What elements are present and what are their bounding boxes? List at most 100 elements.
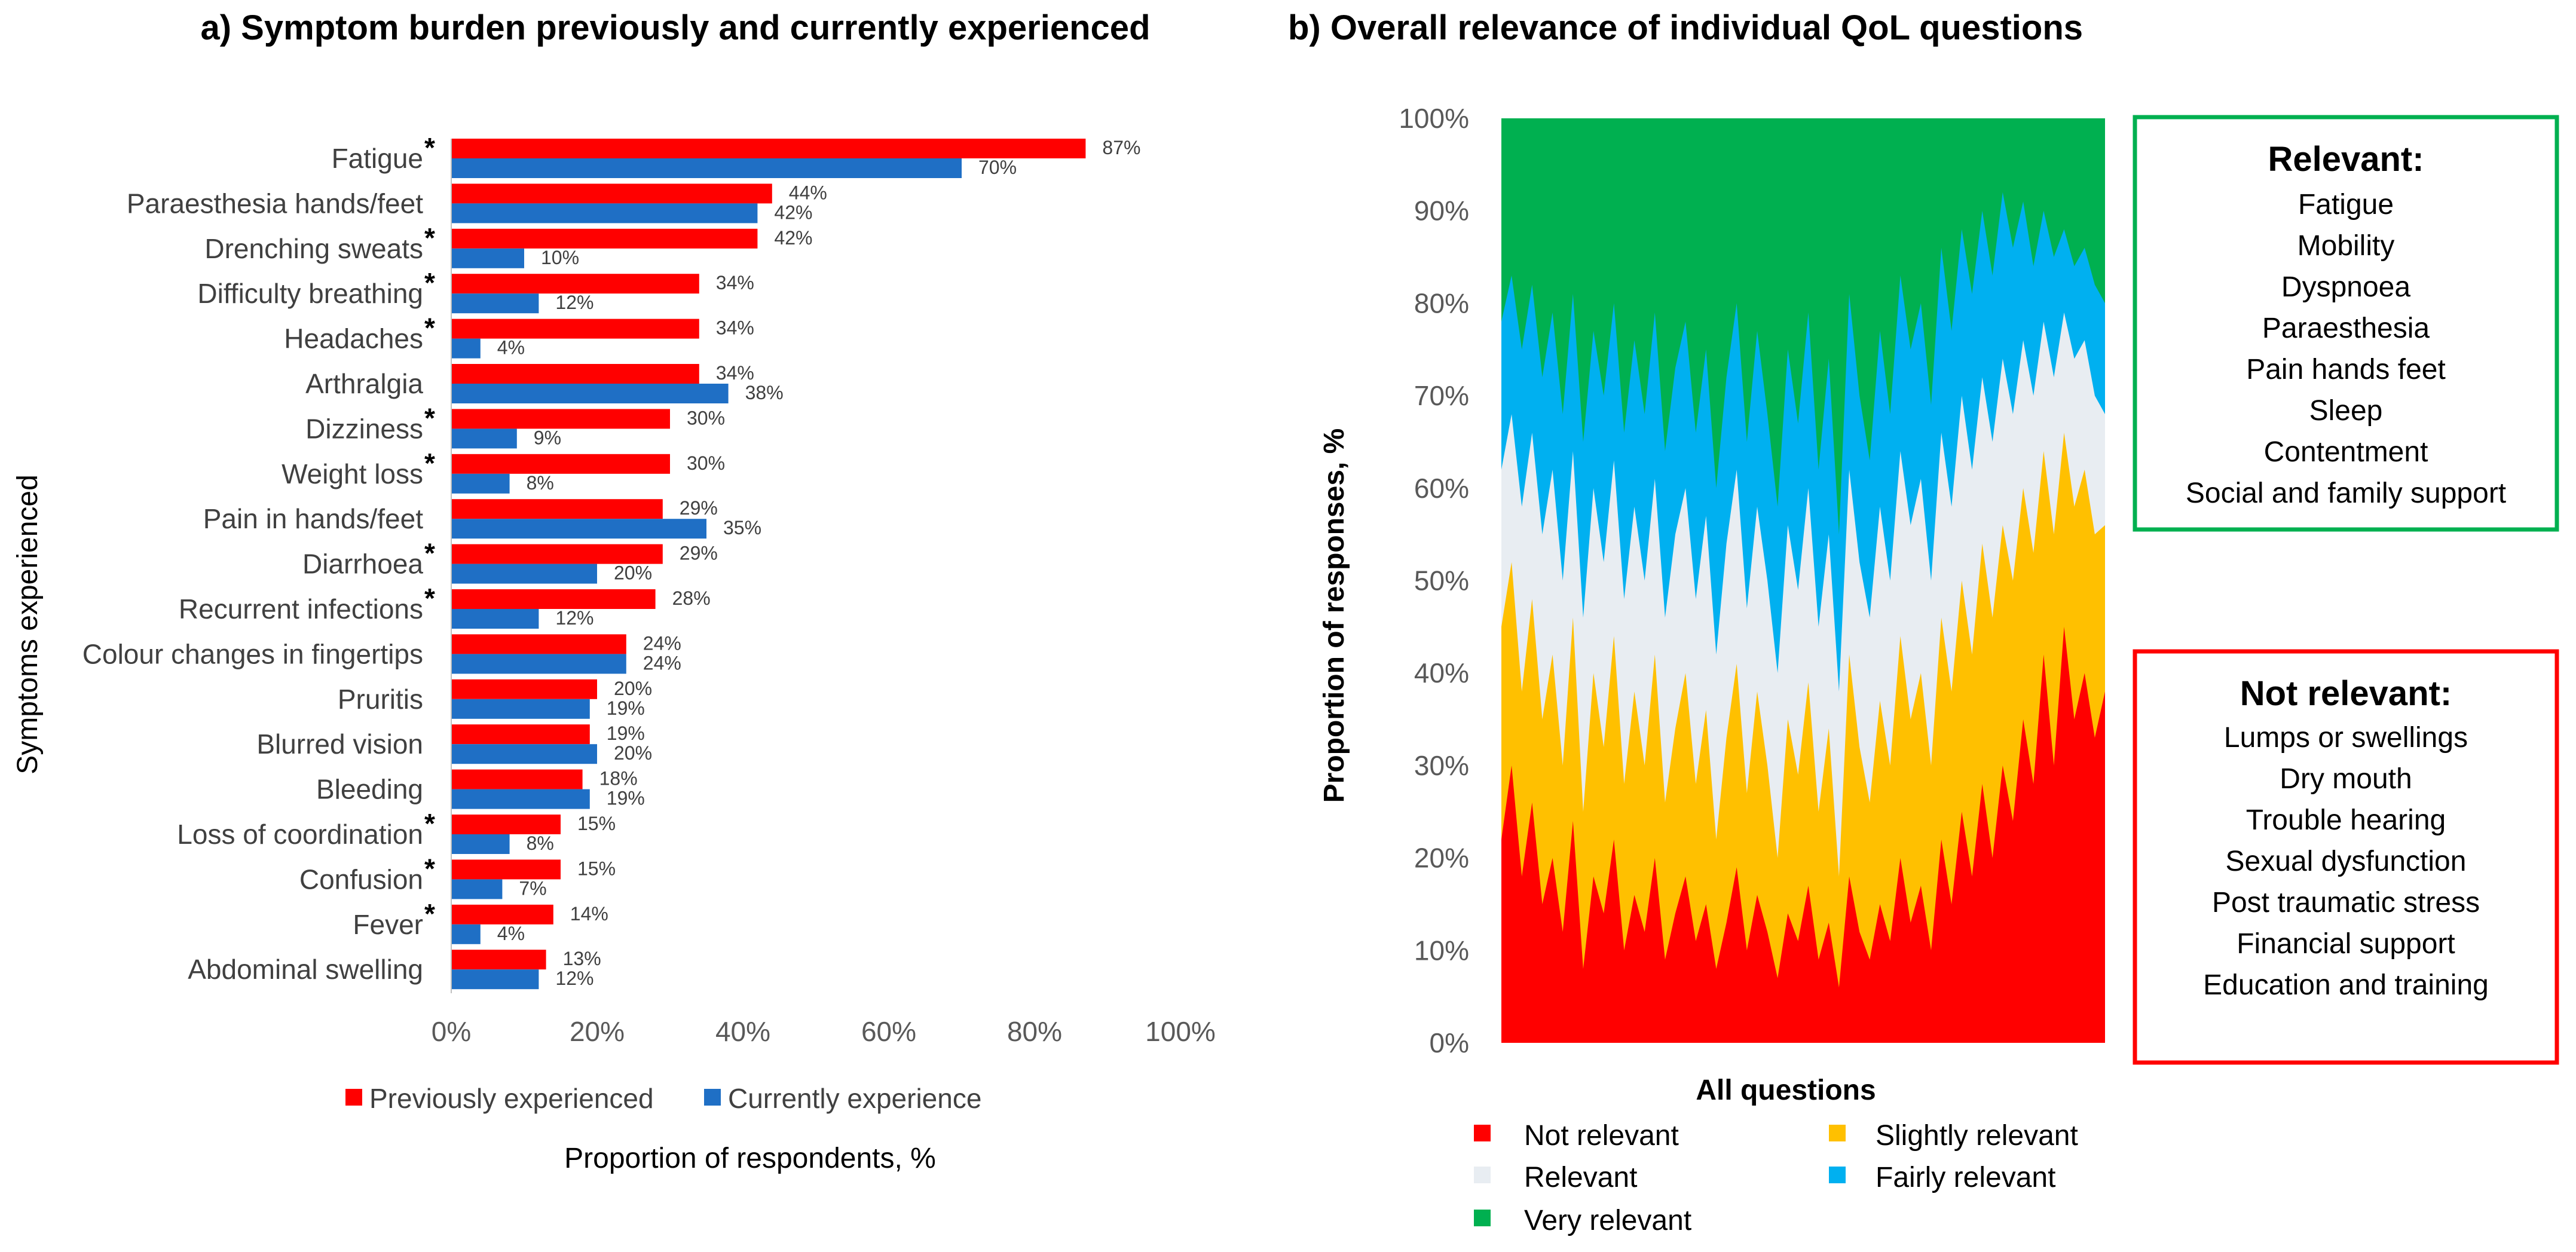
legend-swatch-previously-experienced xyxy=(345,1089,362,1106)
bar-previously-experienced-abdominal-swelling xyxy=(451,950,546,970)
legend-swatch-relevant xyxy=(1474,1167,1491,1183)
legend-label-relevant: Relevant xyxy=(1524,1162,1637,1193)
panel-b-y-axis-title: Proportion of responses, % xyxy=(1318,428,1350,803)
data-label-previously-experienced-fever: 14% xyxy=(570,903,608,925)
bar-currently-experience-paraesthesia-hands-feet xyxy=(451,203,758,224)
category-label-diarrhoea: Diarrhoea xyxy=(302,549,423,580)
box-item-dry-mouth: Dry mouth xyxy=(2280,763,2412,795)
bar-currently-experience-fever xyxy=(451,924,481,944)
x-tick-label: 60% xyxy=(861,1016,916,1047)
category-label-fatigue: Fatigue xyxy=(332,143,423,174)
category-label-abdominal-swelling: Abdominal swelling xyxy=(188,954,423,985)
significance-asterisk: * xyxy=(424,898,435,929)
y-tick-label: 50% xyxy=(1414,565,1469,596)
data-label-previously-experienced-fatigue: 87% xyxy=(1102,137,1140,158)
bar-previously-experienced-fever xyxy=(451,904,553,925)
legend-swatch-not-relevant xyxy=(1474,1125,1491,1141)
data-label-previously-experienced-confusion: 15% xyxy=(577,858,616,879)
significance-asterisk: * xyxy=(424,853,435,884)
data-label-previously-experienced-weight-loss: 30% xyxy=(687,452,725,474)
legend-swatch-currently-experience xyxy=(704,1089,721,1106)
data-label-currently-experience-arthralgia: 38% xyxy=(745,382,784,403)
category-label-headaches: Headaches xyxy=(284,323,423,354)
bar-currently-experience-headaches xyxy=(451,338,481,359)
panel-b-x-axis-title: All questions xyxy=(1696,1075,1876,1106)
y-tick-label: 60% xyxy=(1414,473,1469,504)
category-label-recurrent-infections: Recurrent infections xyxy=(179,593,423,625)
category-label-arthralgia: Arthralgia xyxy=(305,368,423,399)
category-label-blurred-vision: Blurred vision xyxy=(256,728,423,760)
bar-currently-experience-arthralgia xyxy=(451,384,729,403)
bar-previously-experienced-headaches xyxy=(451,319,699,339)
relevant-box-title: Relevant: xyxy=(2268,140,2424,179)
bar-previously-experienced-diarrhoea xyxy=(451,544,663,564)
category-label-paraesthesia-hands-feet: Paraesthesia hands/feet xyxy=(127,188,423,219)
bar-previously-experienced-difficulty-breathing xyxy=(451,274,699,294)
box-item-financial-support: Financial support xyxy=(2237,928,2455,960)
box-item-education-and-training: Education and training xyxy=(2203,969,2489,1001)
bar-previously-experienced-fatigue xyxy=(451,139,1086,158)
data-label-previously-experienced-difficulty-breathing: 34% xyxy=(716,272,754,293)
data-label-currently-experience-diarrhoea: 20% xyxy=(614,562,652,584)
box-item-paraesthesia: Paraesthesia xyxy=(2262,313,2430,344)
bar-previously-experienced-dizziness xyxy=(451,409,670,429)
bar-currently-experience-bleeding xyxy=(451,789,590,809)
legend-label-previously-experienced: Previously experienced xyxy=(369,1083,654,1114)
panel-a-y-axis-title: Symptoms experienced xyxy=(12,475,44,775)
bar-previously-experienced-recurrent-infections xyxy=(451,589,656,609)
x-tick-label: 20% xyxy=(570,1016,625,1047)
panel-b-title: b) Overall relevance of individual QoL q… xyxy=(1288,8,2083,47)
bar-currently-experience-drenching-sweats xyxy=(451,248,524,268)
legend-label-very-relevant: Very relevant xyxy=(1524,1205,1691,1236)
legend-label-currently-experience: Currently experience xyxy=(728,1083,981,1114)
legend-label-fairly-relevant: Fairly relevant xyxy=(1876,1162,2055,1193)
y-tick-label: 70% xyxy=(1414,380,1469,411)
bar-previously-experienced-colour-changes-in-fingertips xyxy=(451,634,626,654)
bar-currently-experience-pain-in-hands-feet xyxy=(451,519,706,539)
legend-swatch-very-relevant xyxy=(1474,1210,1491,1226)
data-label-currently-experience-confusion: 7% xyxy=(519,877,546,899)
significance-asterisk: * xyxy=(424,808,435,839)
data-label-previously-experienced-diarrhoea: 29% xyxy=(680,543,718,564)
y-tick-label: 30% xyxy=(1414,750,1469,781)
not-relevant-box: Not relevant: Lumps or swellings Dry mout… xyxy=(2133,649,2559,1065)
bar-currently-experience-abdominal-swelling xyxy=(451,969,539,990)
box-item-dyspnoea: Dyspnoea xyxy=(2281,271,2410,303)
y-tick-label: 10% xyxy=(1414,935,1469,966)
data-label-previously-experienced-abdominal-swelling: 13% xyxy=(563,948,601,969)
significance-asterisk: * xyxy=(424,538,435,569)
bar-currently-experience-difficulty-breathing xyxy=(451,293,539,314)
bar-previously-experienced-blurred-vision xyxy=(451,724,590,745)
data-label-currently-experience-headaches: 4% xyxy=(497,337,525,359)
significance-asterisk: * xyxy=(424,583,435,614)
x-tick-label: 80% xyxy=(1007,1016,1062,1047)
data-label-currently-experience-bleeding: 19% xyxy=(607,788,645,809)
x-tick-label: 0% xyxy=(432,1016,471,1047)
category-label-bleeding: Bleeding xyxy=(316,774,423,805)
category-label-difficulty-breathing: Difficulty breathing xyxy=(197,278,423,309)
y-tick-label: 20% xyxy=(1414,843,1469,874)
y-tick-label: 90% xyxy=(1414,195,1469,226)
legend-swatch-slightly-relevant xyxy=(1829,1125,1846,1141)
x-tick-label: 40% xyxy=(715,1016,770,1047)
data-label-previously-experienced-loss-of-coordination: 15% xyxy=(577,813,616,834)
area-not-relevant xyxy=(1501,626,2105,1043)
data-label-currently-experience-fatigue: 70% xyxy=(978,157,1017,178)
bar-previously-experienced-weight-loss xyxy=(451,454,670,474)
data-label-previously-experienced-drenching-sweats: 42% xyxy=(774,227,812,249)
data-label-currently-experience-pruritis: 19% xyxy=(607,697,645,719)
y-tick-label: 0% xyxy=(1430,1027,1469,1058)
significance-asterisk: * xyxy=(424,267,435,298)
bar-previously-experienced-drenching-sweats xyxy=(451,228,758,249)
box-item-sexual-dysfunction: Sexual dysfunction xyxy=(2226,846,2467,877)
bar-previously-experienced-bleeding xyxy=(451,769,583,789)
data-label-currently-experience-paraesthesia-hands-feet: 42% xyxy=(774,201,812,223)
bar-currently-experience-weight-loss xyxy=(451,473,510,494)
data-label-currently-experience-blurred-vision: 20% xyxy=(614,742,652,764)
significance-asterisk: * xyxy=(424,132,435,163)
data-label-previously-experienced-headaches: 34% xyxy=(716,317,754,339)
data-label-currently-experience-dizziness: 9% xyxy=(534,427,561,448)
data-label-currently-experience-recurrent-infections: 12% xyxy=(555,607,593,629)
panel-a-x-axis-title: Proportion of respondents, % xyxy=(564,1143,936,1174)
